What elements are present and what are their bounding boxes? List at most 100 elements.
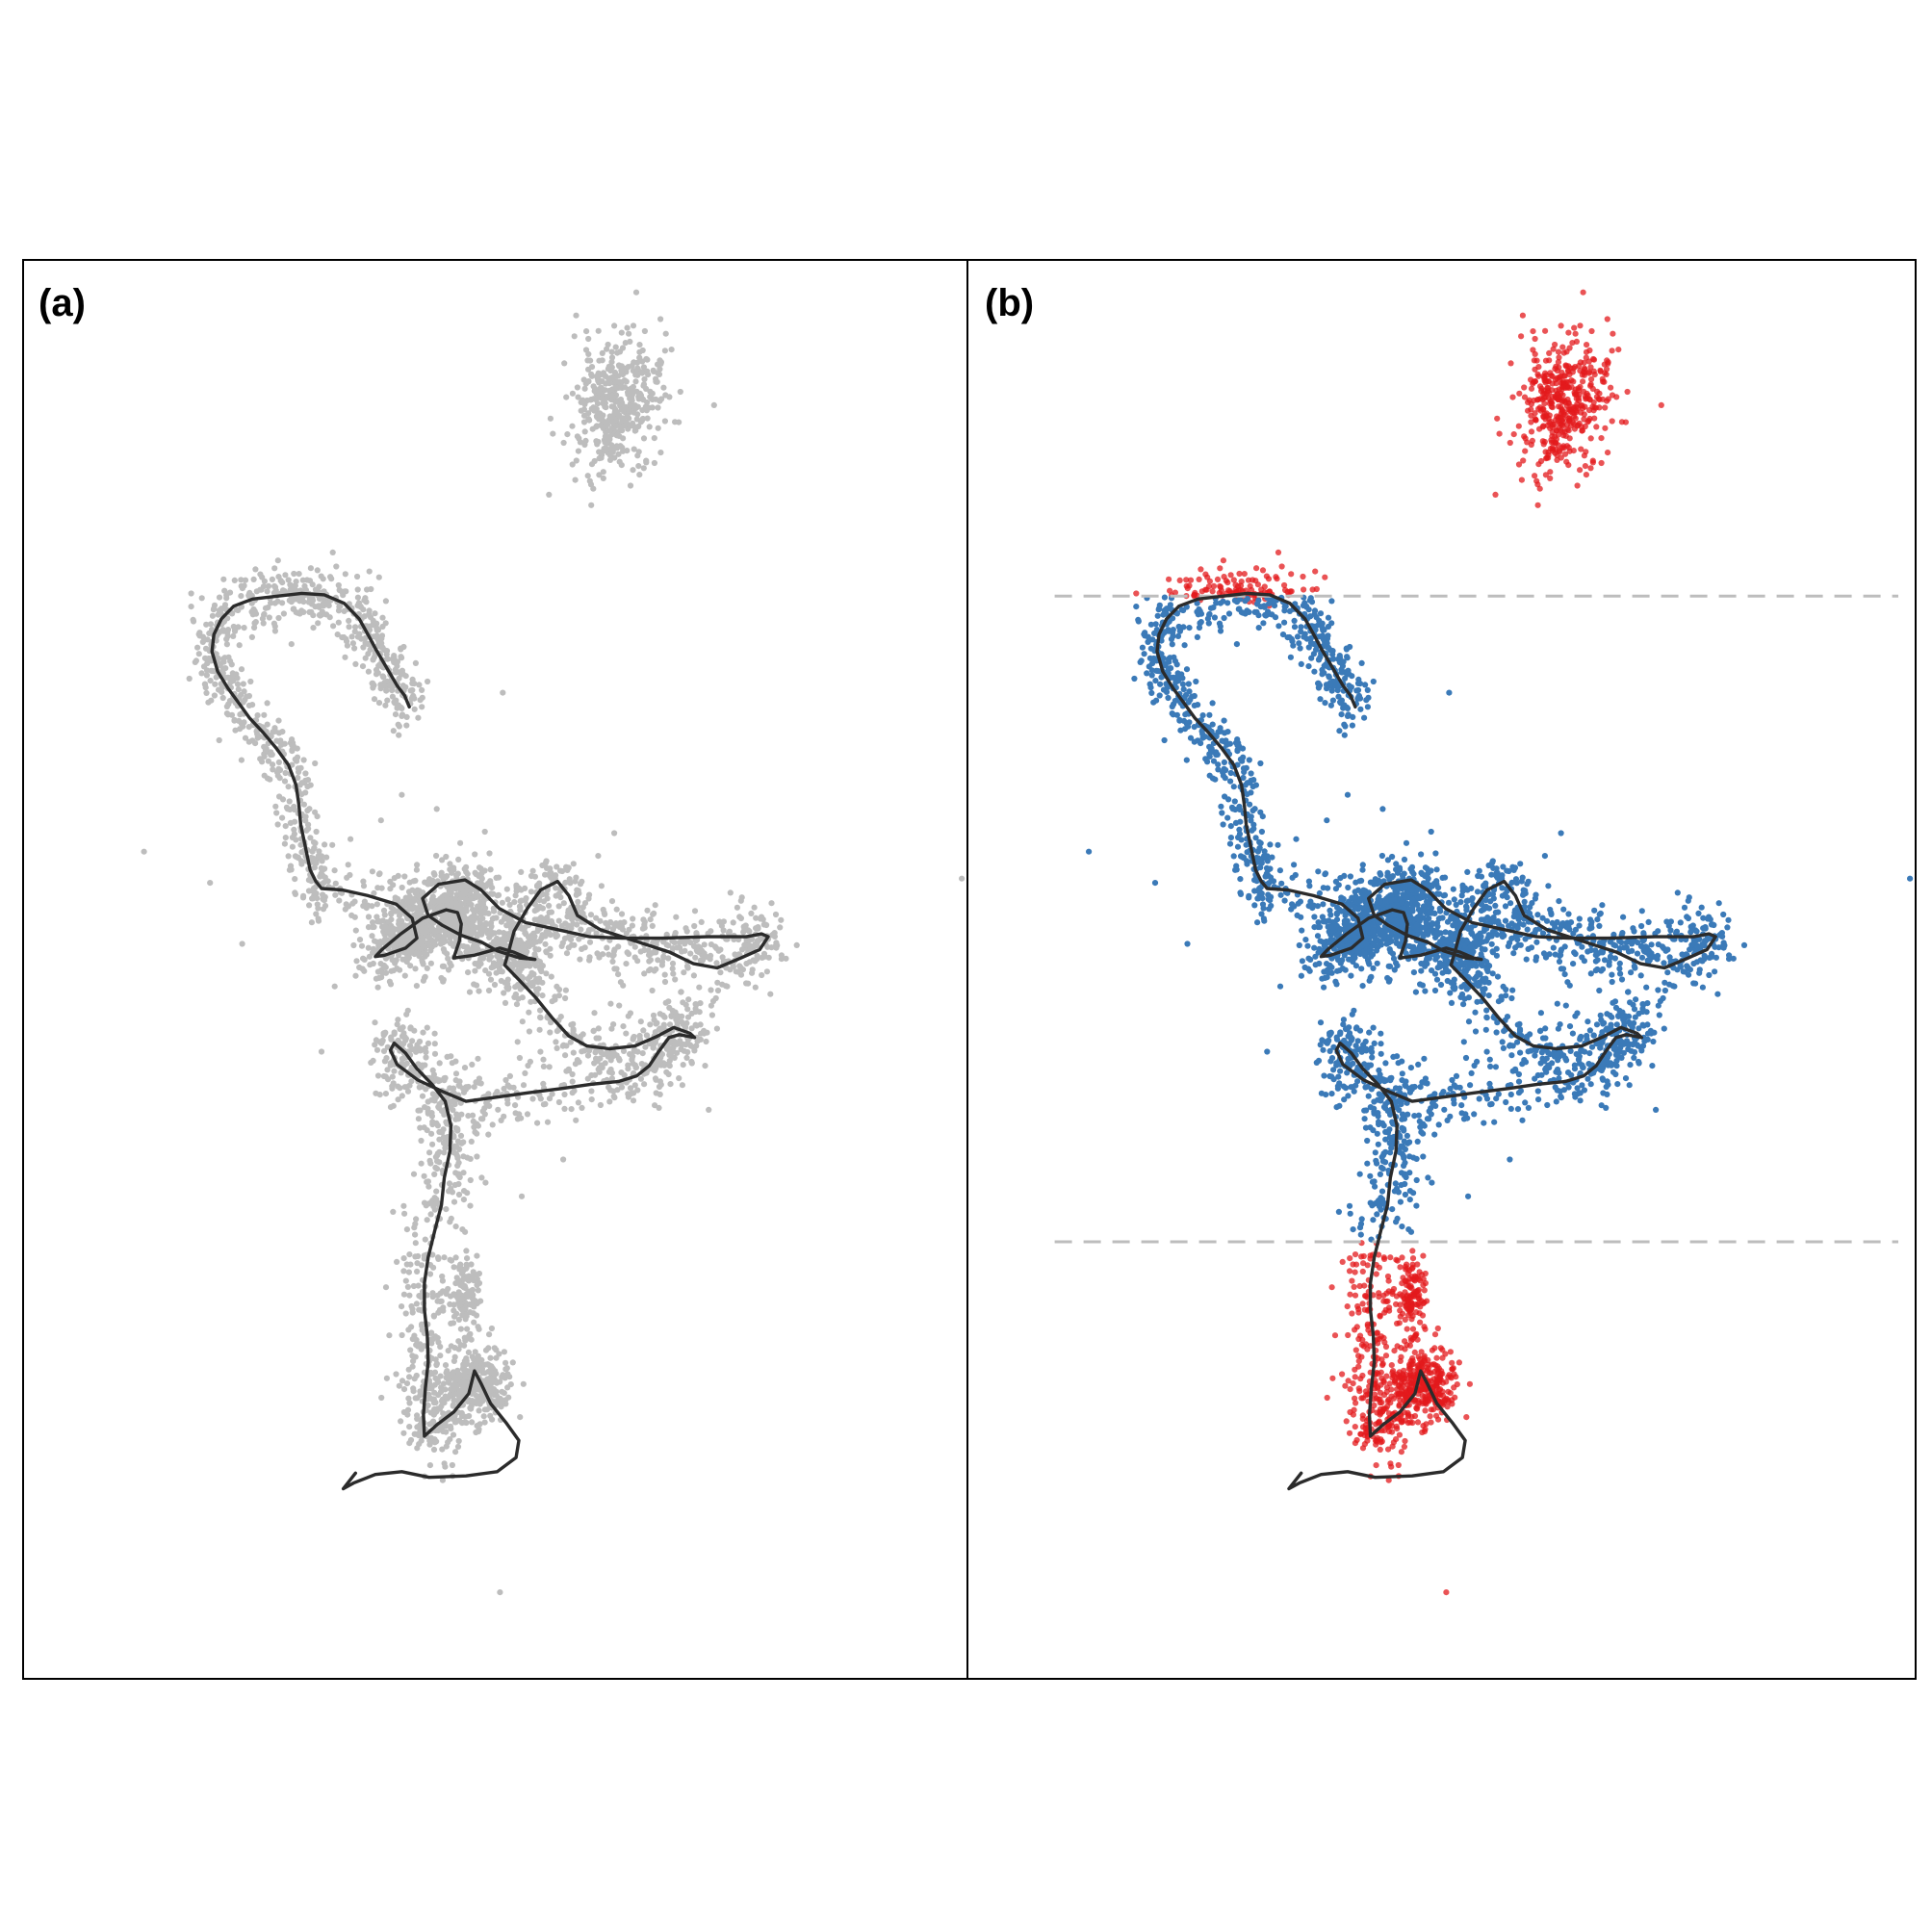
data-point	[242, 734, 249, 741]
data-point	[612, 344, 619, 350]
data-point	[339, 588, 346, 596]
data-point	[286, 798, 293, 805]
data-point	[411, 1224, 418, 1231]
data-point	[1532, 335, 1538, 343]
data-point	[387, 1104, 395, 1111]
data-point	[426, 1462, 433, 1469]
data-point	[279, 580, 286, 586]
data-point	[1559, 344, 1566, 350]
data-point	[329, 549, 336, 556]
data-point	[595, 1025, 602, 1032]
data-point	[390, 1208, 397, 1215]
data-point	[358, 942, 366, 949]
data-point	[658, 962, 666, 968]
data-point	[420, 977, 426, 984]
data-point	[578, 1033, 584, 1040]
data-point	[240, 681, 246, 687]
data-point	[282, 572, 289, 579]
data-point	[272, 803, 279, 810]
data-point	[502, 934, 508, 940]
panel-a-track	[210, 591, 770, 1491]
data-point	[627, 396, 633, 402]
data-point	[632, 289, 640, 296]
data-point	[449, 1461, 455, 1469]
data-point	[1562, 432, 1569, 439]
data-point	[359, 663, 367, 670]
data-point	[520, 1380, 527, 1387]
data-point	[640, 1027, 647, 1034]
data-point	[427, 881, 434, 888]
data-point	[546, 1064, 553, 1070]
data-point	[401, 972, 408, 979]
data-point	[376, 1092, 383, 1098]
data-point	[271, 728, 279, 734]
data-point	[444, 873, 451, 880]
data-point	[1575, 422, 1582, 428]
data-point	[1542, 472, 1549, 478]
data-point	[207, 678, 214, 684]
data-point	[616, 1057, 623, 1064]
data-point	[357, 603, 364, 609]
data-point	[391, 699, 398, 706]
data-point	[347, 871, 353, 879]
data-point	[266, 614, 272, 621]
data-point	[452, 1077, 459, 1084]
data-point	[576, 936, 582, 942]
data-point	[451, 1301, 457, 1308]
data-point	[380, 674, 387, 681]
data-point	[679, 1018, 685, 1025]
data-point	[1596, 390, 1603, 397]
data-point	[291, 826, 297, 834]
data-point	[547, 415, 554, 422]
data-point	[424, 951, 430, 958]
data-point	[768, 900, 775, 907]
data-point	[657, 1011, 663, 1018]
data-point	[448, 1185, 454, 1192]
data-point	[463, 1248, 470, 1254]
data-point	[496, 957, 502, 964]
data-point	[378, 644, 385, 651]
data-point	[439, 857, 446, 863]
data-point	[579, 878, 585, 885]
data-point	[414, 862, 421, 868]
data-point	[452, 899, 459, 906]
data-point	[627, 482, 634, 489]
data-point	[674, 944, 681, 951]
data-point	[219, 694, 226, 702]
data-point	[1589, 459, 1596, 466]
data-point	[514, 1039, 521, 1045]
data-point	[1535, 364, 1542, 371]
data-point	[1528, 428, 1535, 435]
data-point	[1572, 330, 1579, 337]
data-point	[457, 839, 464, 846]
data-point	[636, 354, 643, 361]
data-point	[681, 1047, 687, 1054]
data-point	[450, 1320, 457, 1327]
data-point	[479, 1116, 486, 1122]
data-point	[412, 1353, 419, 1360]
data-point	[369, 903, 375, 910]
data-point	[275, 717, 282, 724]
data-point	[1507, 360, 1514, 367]
data-point	[300, 892, 307, 899]
data-point	[420, 961, 426, 967]
data-point	[1560, 349, 1567, 356]
data-point	[1539, 396, 1546, 403]
data-point	[592, 1071, 599, 1078]
data-point	[683, 1001, 689, 1008]
data-point	[297, 858, 305, 864]
data-point	[633, 359, 641, 366]
data-point	[512, 1102, 519, 1109]
data-point	[1580, 378, 1586, 385]
data-point	[663, 941, 670, 948]
data-point	[292, 876, 298, 883]
data-point	[265, 758, 271, 764]
data-point	[752, 958, 759, 965]
data-point	[277, 737, 284, 744]
data-point	[555, 903, 562, 910]
data-point	[374, 1046, 381, 1053]
data-point	[219, 684, 226, 691]
data-point	[649, 396, 656, 403]
data-point	[398, 654, 404, 660]
data-point	[348, 633, 355, 640]
